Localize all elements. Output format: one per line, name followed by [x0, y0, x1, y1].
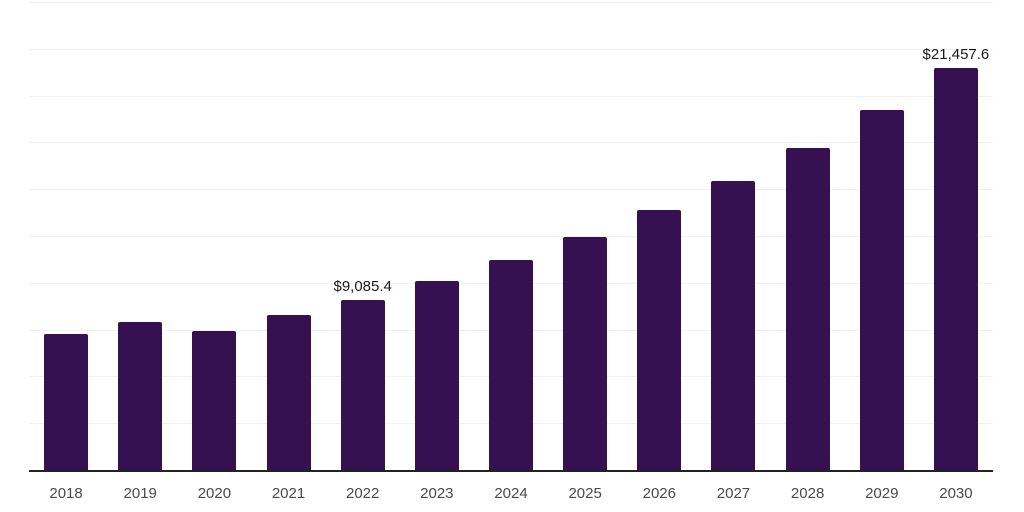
- x-tick-label-2020: 2020: [197, 485, 232, 502]
- bar-2026: [637, 209, 682, 470]
- x-tick-label-2019: 2019: [123, 485, 157, 502]
- bar-2025: [563, 236, 608, 470]
- gridline: [29, 95, 993, 97]
- x-axis-line: [29, 470, 993, 472]
- x-tick-label-2029: 2029: [865, 485, 899, 502]
- x-tick-label-2022: 2022: [346, 485, 380, 502]
- x-tick-label-2026: 2026: [642, 485, 676, 502]
- x-tick-label-2023: 2023: [420, 485, 454, 502]
- gridline: [29, 142, 993, 144]
- bar-2018: [44, 334, 89, 470]
- gridline: [29, 236, 993, 237]
- bar-2023: [414, 280, 459, 470]
- bar-2021: [266, 314, 311, 470]
- bar-2022: [340, 299, 385, 470]
- bar-2019: [118, 322, 163, 470]
- x-tick-label-2030: 2030: [939, 485, 973, 502]
- bar-2028: [785, 148, 830, 470]
- x-tick-label-2018: 2018: [49, 485, 83, 502]
- bar-2029: [859, 109, 904, 470]
- bar-value-label-2030: $21,457.6: [922, 46, 990, 64]
- x-tick-label-2027: 2027: [716, 485, 751, 502]
- x-tick-label-2028: 2028: [790, 485, 825, 502]
- x-tick-label-2024: 2024: [494, 485, 528, 502]
- bar-2027: [711, 180, 756, 470]
- gridline: [29, 189, 993, 191]
- x-tick-label-2021: 2021: [271, 485, 306, 502]
- x-tick-label-2025: 2025: [568, 485, 602, 502]
- bar-2020: [192, 330, 237, 470]
- bar-2030: [933, 68, 978, 470]
- bar-value-label-2022: $9,085.4: [333, 277, 392, 295]
- bar-2024: [489, 260, 533, 470]
- gridline: [29, 2, 993, 3]
- gridline: [29, 48, 993, 50]
